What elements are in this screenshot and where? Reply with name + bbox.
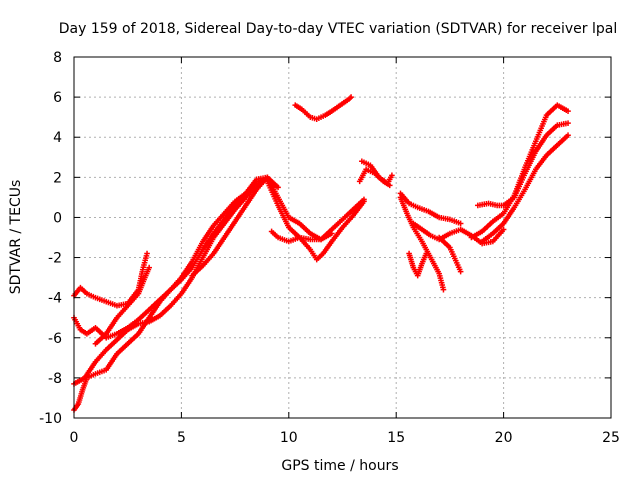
- y-tick-label: -8: [48, 371, 62, 387]
- data-point-markers: [479, 132, 571, 245]
- data-point-markers: [71, 250, 150, 309]
- series-track-8: [264, 178, 367, 263]
- series-track-5: [92, 264, 152, 347]
- series-track-20: [479, 132, 571, 245]
- series-track-9: [268, 228, 335, 245]
- data-point-markers: [436, 234, 464, 275]
- y-tick-label: 0: [53, 210, 62, 226]
- data-point-markers: [406, 250, 430, 279]
- y-tick-label: -10: [39, 411, 62, 427]
- axis-ticks: 0 5 10 15 20 25 -10 -8 -6 -4 -2 0 2 4 6 8: [39, 50, 620, 446]
- data-points: [71, 94, 571, 413]
- x-tick-label: 10: [280, 430, 298, 446]
- series-track-12: [356, 166, 393, 189]
- data-point-markers: [71, 176, 277, 413]
- x-tick-label: 20: [495, 430, 513, 446]
- y-tick-label: 8: [53, 50, 62, 66]
- series-track-1: [71, 176, 277, 413]
- chart-title: Day 159 of 2018, Sidereal Day-to-day VTE…: [59, 21, 617, 37]
- data-point-markers: [71, 174, 271, 387]
- data-point-markers: [92, 264, 152, 347]
- x-tick-label: 5: [177, 430, 186, 446]
- grid: [74, 57, 611, 418]
- data-point-markers: [397, 190, 464, 227]
- plot-frame: [73, 56, 612, 419]
- x-tick-label: 25: [602, 430, 620, 446]
- x-axis-label: GPS time / hours: [281, 458, 398, 474]
- x-tick-label: 15: [387, 430, 405, 446]
- series-track-2: [71, 174, 271, 387]
- y-tick-label: -4: [48, 291, 62, 307]
- data-point-markers: [189, 174, 271, 279]
- data-point-markers: [264, 178, 367, 263]
- data-point-markers: [468, 102, 571, 241]
- x-tick-label: 0: [70, 430, 79, 446]
- y-axis-label: SDTVAR / TECUs: [8, 180, 24, 295]
- series-track-19: [468, 102, 571, 241]
- series-track-15: [397, 190, 464, 227]
- y-tick-label: -6: [48, 331, 62, 347]
- series-track-4: [71, 250, 150, 309]
- data-point-markers: [292, 94, 354, 122]
- series-track-17: [436, 234, 464, 275]
- y-tick-label: 2: [53, 170, 62, 186]
- series-track-14: [406, 250, 430, 279]
- y-tick-label: 6: [53, 90, 62, 106]
- data-point-markers: [268, 228, 335, 245]
- data-point-markers: [356, 166, 393, 189]
- data-point-markers: [397, 194, 447, 293]
- series-track-13: [397, 194, 447, 293]
- series-track-10: [292, 94, 354, 122]
- y-tick-label: -2: [48, 251, 62, 267]
- y-tick-label: 4: [53, 130, 62, 146]
- series-track-6: [189, 174, 271, 279]
